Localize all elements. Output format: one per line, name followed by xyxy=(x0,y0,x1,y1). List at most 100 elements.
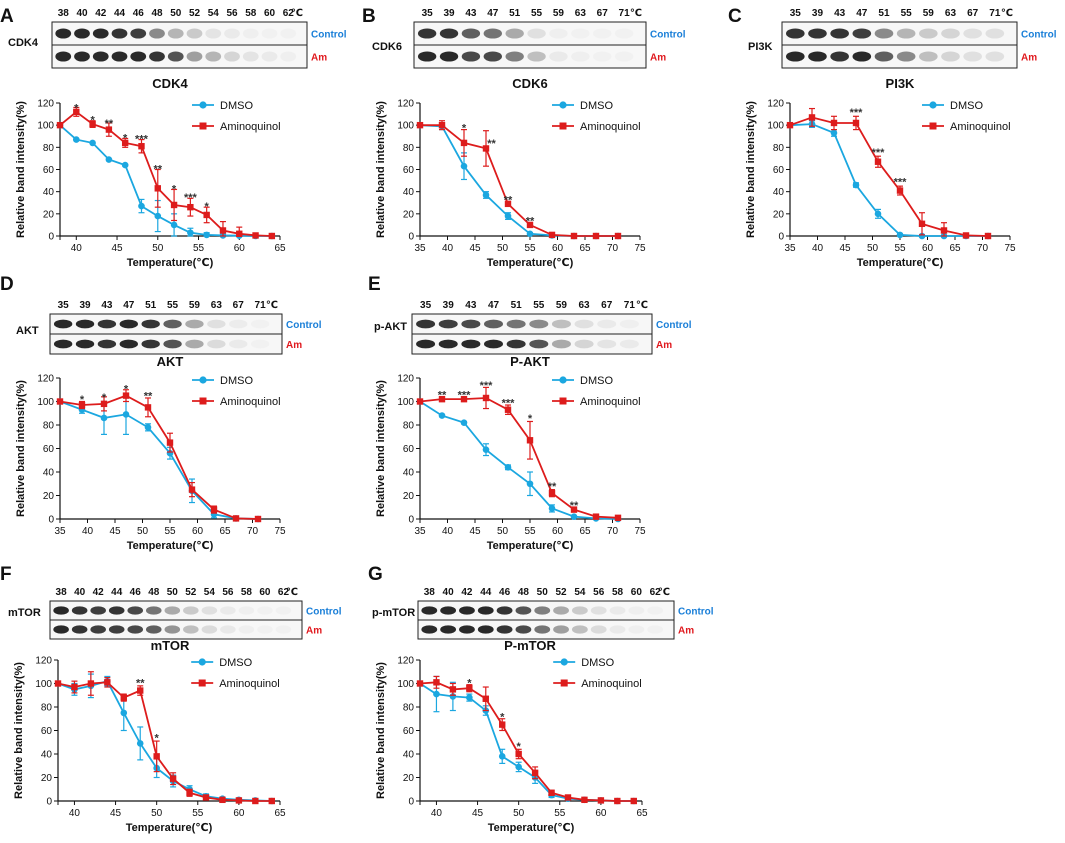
y-tick-label: 120 xyxy=(767,99,784,110)
data-point xyxy=(219,796,226,804)
data-point xyxy=(962,232,970,239)
series-dmso xyxy=(416,398,622,523)
data-point xyxy=(597,797,605,804)
data-point xyxy=(104,679,111,686)
data-point xyxy=(504,212,512,220)
x-tick-label: 55 xyxy=(894,243,906,254)
x-tick-label: 35 xyxy=(414,243,426,254)
data-point xyxy=(526,230,534,238)
legend-label: DMSO xyxy=(581,657,614,669)
y-tick-label: 40 xyxy=(43,468,55,479)
significance-marker: * xyxy=(172,183,177,195)
lane-label: 71 xyxy=(255,300,267,311)
band-control xyxy=(919,28,938,39)
y-tick-label: 100 xyxy=(397,121,414,132)
data-point xyxy=(137,687,144,694)
western-blot-mtor: F 38 40 42 44 46 48 50 52 54 56 58 60 62℃ mTOR Control A… xyxy=(0,564,342,640)
band-control xyxy=(549,28,568,39)
am-label: Am xyxy=(1021,53,1037,64)
x-tick-label: 65 xyxy=(579,243,591,254)
band-am xyxy=(852,51,872,62)
lane-label: 62 xyxy=(283,8,295,19)
x-tick-label: 50 xyxy=(137,526,149,537)
significance-marker: *** xyxy=(458,389,472,401)
temperature-unit: ℃ xyxy=(658,587,670,598)
lane-label: 71 xyxy=(624,300,636,311)
band-control xyxy=(75,319,95,329)
band-am xyxy=(164,625,181,634)
band-control xyxy=(416,319,436,329)
data-point xyxy=(121,161,129,169)
series-line xyxy=(57,680,272,802)
x-tick-label: 50 xyxy=(513,808,525,819)
lane-label: 38 xyxy=(424,587,436,598)
x-tick-label: 55 xyxy=(524,243,536,254)
legend-label: DMSO xyxy=(220,100,253,112)
lane-label: 67 xyxy=(597,8,609,19)
lane-label: 60 xyxy=(631,587,643,598)
lane-label: 56 xyxy=(593,587,605,598)
significance-marker: ** xyxy=(570,500,579,512)
legend-label: Aminoquinol xyxy=(220,121,281,133)
band-am xyxy=(257,625,273,634)
x-tick-label: 45 xyxy=(472,808,484,819)
lane-label: 42 xyxy=(93,587,105,598)
band-am xyxy=(477,625,494,634)
x-tick-label: 65 xyxy=(636,808,648,819)
band-control xyxy=(440,606,457,615)
lane-label: 58 xyxy=(241,587,253,598)
band-am xyxy=(149,51,165,62)
band-am xyxy=(111,51,128,62)
band-control xyxy=(201,606,218,615)
band-control xyxy=(92,28,109,39)
significance-marker: * xyxy=(155,733,160,745)
band-control xyxy=(574,319,594,329)
data-point xyxy=(87,680,95,687)
band-am xyxy=(896,51,916,62)
y-tick-label: 100 xyxy=(35,679,52,690)
band-am xyxy=(417,51,437,62)
x-tick-label: 60 xyxy=(552,243,564,254)
band-am xyxy=(53,625,69,634)
lane-label: 40 xyxy=(76,8,88,19)
x-tick-label: 70 xyxy=(247,526,259,537)
x-axis-label: Temperature(℃) xyxy=(127,540,214,552)
band-am xyxy=(167,51,184,62)
data-point xyxy=(570,232,578,240)
band-control xyxy=(163,319,182,329)
temperature-unit: ℃ xyxy=(291,8,303,19)
band-am xyxy=(529,339,549,349)
y-axis-label: Relative band intensity(%) xyxy=(15,380,27,517)
lane-label: 62 xyxy=(650,587,662,598)
band-am xyxy=(459,625,475,634)
data-point xyxy=(526,437,534,444)
lane-label: 54 xyxy=(204,587,216,598)
data-point xyxy=(614,232,622,240)
data-point xyxy=(188,486,196,493)
band-am xyxy=(619,339,639,349)
lane-label: 67 xyxy=(601,300,613,311)
band-control xyxy=(185,319,204,329)
x-tick-label: 55 xyxy=(192,808,204,819)
lane-label: 63 xyxy=(575,8,587,19)
chart-title: mTOR xyxy=(151,638,190,653)
control-label: Control xyxy=(1021,30,1057,41)
lane-label: 44 xyxy=(111,587,123,598)
y-tick-label: 60 xyxy=(773,165,785,176)
band-am xyxy=(496,625,513,634)
x-axis-label: Temperature(℃) xyxy=(126,822,213,834)
lane-label: 56 xyxy=(222,587,234,598)
data-point xyxy=(466,685,473,692)
lane-label: 58 xyxy=(612,587,624,598)
lane-label: 39 xyxy=(812,8,824,19)
band-am xyxy=(440,625,457,634)
data-point xyxy=(252,797,259,805)
band-control xyxy=(205,28,222,39)
data-point xyxy=(268,232,276,240)
data-point xyxy=(202,794,210,801)
y-axis-label: Relative band intensity(%) xyxy=(375,101,387,238)
series-dmso xyxy=(786,120,992,240)
data-point xyxy=(203,231,210,239)
series-aminoquinol xyxy=(786,107,992,240)
lane-label: 48 xyxy=(148,587,160,598)
